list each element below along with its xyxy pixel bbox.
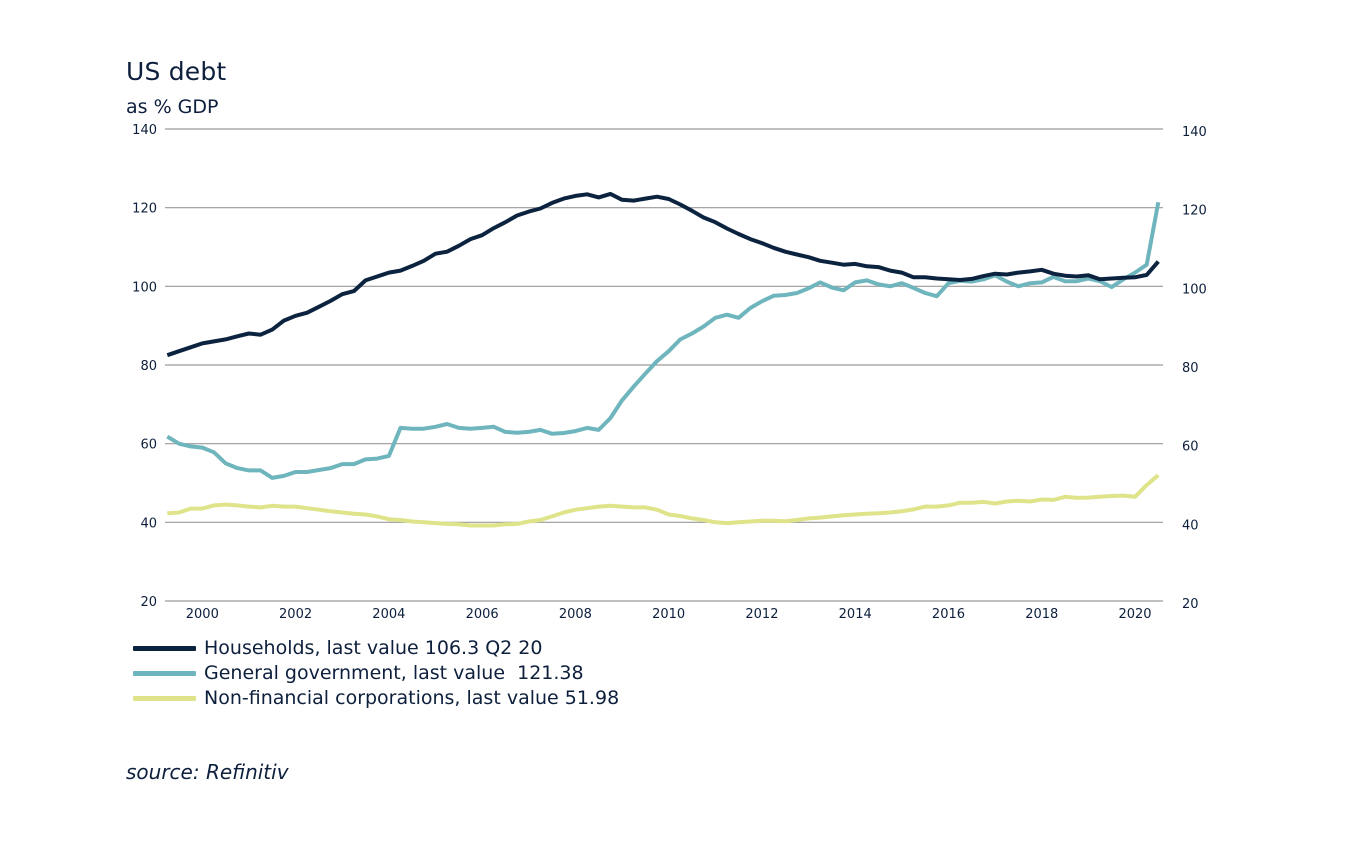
y-tick-label-right: 100	[1182, 282, 1207, 297]
legend-label-non-financial-corporations: Non-financial corporations, last value 5…	[204, 687, 620, 709]
x-tick-label: 2010	[652, 607, 685, 622]
legend-label-households: Households, last value 106.3 Q2 20	[204, 637, 543, 659]
legend-item-households: Households, last value 106.3 Q2 20	[133, 636, 619, 661]
y-tick-label-left: 80	[140, 359, 157, 374]
legend-swatch-non-financial-corporations	[133, 696, 196, 701]
y-tick-label-left: 40	[140, 516, 157, 531]
legend-swatch-households	[133, 646, 196, 651]
grid-lines	[165, 128, 1163, 602]
y-tick-label-right: 120	[1182, 204, 1207, 219]
legend-label-general-government: General government, last value 121.38	[204, 662, 584, 684]
x-tick-label: 2006	[466, 607, 499, 622]
x-tick-label: 2002	[279, 607, 312, 622]
chart-title: US debt	[126, 57, 227, 86]
x-tick-label: 2014	[839, 607, 872, 622]
series-line-general-government	[166, 201, 1161, 480]
y-tick-label-right: 60	[1182, 440, 1199, 455]
y-tick-label-left: 120	[132, 202, 157, 217]
legend: Households, last value 106.3 Q2 20 Gener…	[133, 636, 619, 711]
y-tick-label-left: 140	[132, 123, 157, 138]
series-line-non-financial-corporations	[167, 473, 1160, 528]
y-tick-label-left: 60	[140, 438, 157, 453]
y-tick-label-right: 40	[1182, 518, 1199, 533]
x-tick-label: 2000	[186, 607, 219, 622]
legend-swatch-general-government	[133, 671, 196, 676]
y-tick-label-left: 100	[132, 280, 157, 295]
source-note: source: Refinitiv	[126, 760, 289, 784]
series-lines	[166, 191, 1161, 528]
y-tick-label-right: 140	[1182, 125, 1207, 140]
y-tick-label-right: 80	[1182, 361, 1199, 376]
y-tick-label-left: 20	[140, 595, 157, 610]
legend-item-non-financial-corporations: Non-financial corporations, last value 5…	[133, 686, 619, 711]
x-tick-label: 2016	[932, 607, 965, 622]
x-tick-label: 2018	[1025, 607, 1058, 622]
series-line-households	[166, 191, 1160, 358]
x-tick-label: 2020	[1118, 607, 1151, 622]
y-tick-label-right: 20	[1182, 597, 1199, 612]
legend-item-general-government: General government, last value 121.38	[133, 661, 619, 686]
x-tick-label: 2008	[559, 607, 592, 622]
x-tick-label: 2012	[745, 607, 778, 622]
chart-subtitle: as % GDP	[126, 96, 219, 118]
x-tick-label: 2004	[372, 607, 405, 622]
